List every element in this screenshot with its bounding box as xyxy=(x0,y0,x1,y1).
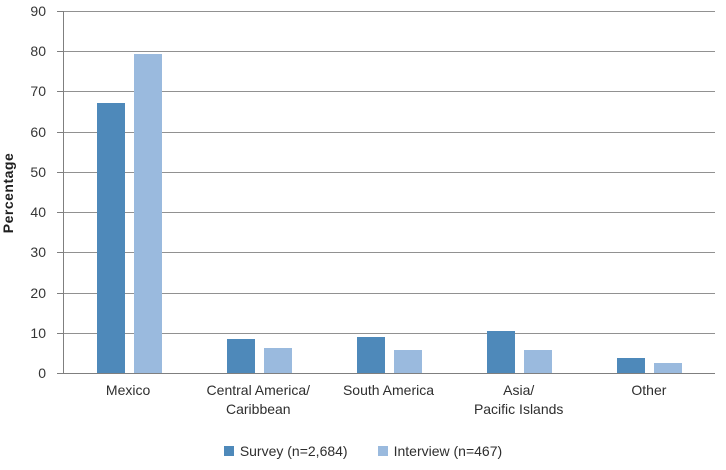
x-axis-category-label: Mexico xyxy=(105,382,151,398)
y-tick-mark xyxy=(57,171,63,173)
bar-survey xyxy=(357,336,385,373)
x-axis-category-label: Other xyxy=(631,382,667,398)
gridline xyxy=(64,212,715,214)
bar-survey xyxy=(226,339,255,373)
legend-label: Interview (n=467) xyxy=(393,443,503,459)
bar-survey xyxy=(617,357,646,373)
bar-interview xyxy=(524,350,553,373)
legend-label: Survey (n=2,684) xyxy=(239,443,348,459)
gridline xyxy=(64,332,715,334)
y-tick-label: 0 xyxy=(38,365,46,381)
legend-item: Survey (n=2,684) xyxy=(223,443,348,459)
y-tick-label: 30 xyxy=(30,244,46,261)
y-tick-label: 80 xyxy=(30,43,46,60)
y-tick-label: 50 xyxy=(30,163,46,180)
legend: Survey (n=2,684) Interview (n=467) xyxy=(0,443,726,459)
y-tick-label: 90 xyxy=(30,3,46,19)
x-axis-category-label: Asia/ Pacific Islands xyxy=(473,382,564,417)
legend-swatch-icon xyxy=(223,446,234,456)
gridline xyxy=(64,131,715,133)
gridline xyxy=(64,11,715,12)
y-tick-mark xyxy=(57,252,63,254)
plot-area xyxy=(63,11,715,374)
y-tick-mark xyxy=(57,91,63,93)
bar-interview xyxy=(394,349,422,373)
y-tick-mark xyxy=(57,292,63,294)
y-tick-mark xyxy=(57,373,63,374)
x-axis-category-label: Central America/ Caribbean xyxy=(206,382,311,417)
gridline xyxy=(64,171,715,173)
y-tick-label: 60 xyxy=(30,123,46,140)
y-tick-label: 10 xyxy=(30,324,46,341)
bar-interview xyxy=(133,53,162,373)
bar-interview xyxy=(654,362,683,373)
bar-survey xyxy=(96,102,125,373)
gridline xyxy=(64,252,715,254)
y-tick-label: 70 xyxy=(30,83,46,100)
y-tick-mark xyxy=(57,51,63,53)
gridline xyxy=(64,91,715,93)
bar-survey xyxy=(487,330,516,373)
gridline xyxy=(64,292,715,294)
y-tick-mark xyxy=(57,131,63,133)
y-tick-mark xyxy=(57,212,63,214)
legend-swatch-icon xyxy=(377,446,388,456)
y-tick-mark xyxy=(57,11,63,12)
y-tick-mark xyxy=(57,332,63,334)
bar-interview xyxy=(263,348,292,373)
gridline xyxy=(64,51,715,53)
y-tick-label: 20 xyxy=(30,284,46,301)
y-tick-label: 40 xyxy=(30,204,46,221)
y-axis-title: Percentage xyxy=(0,152,16,234)
x-axis-category-label: South America xyxy=(342,382,435,398)
legend-item: Interview (n=467) xyxy=(377,443,503,459)
